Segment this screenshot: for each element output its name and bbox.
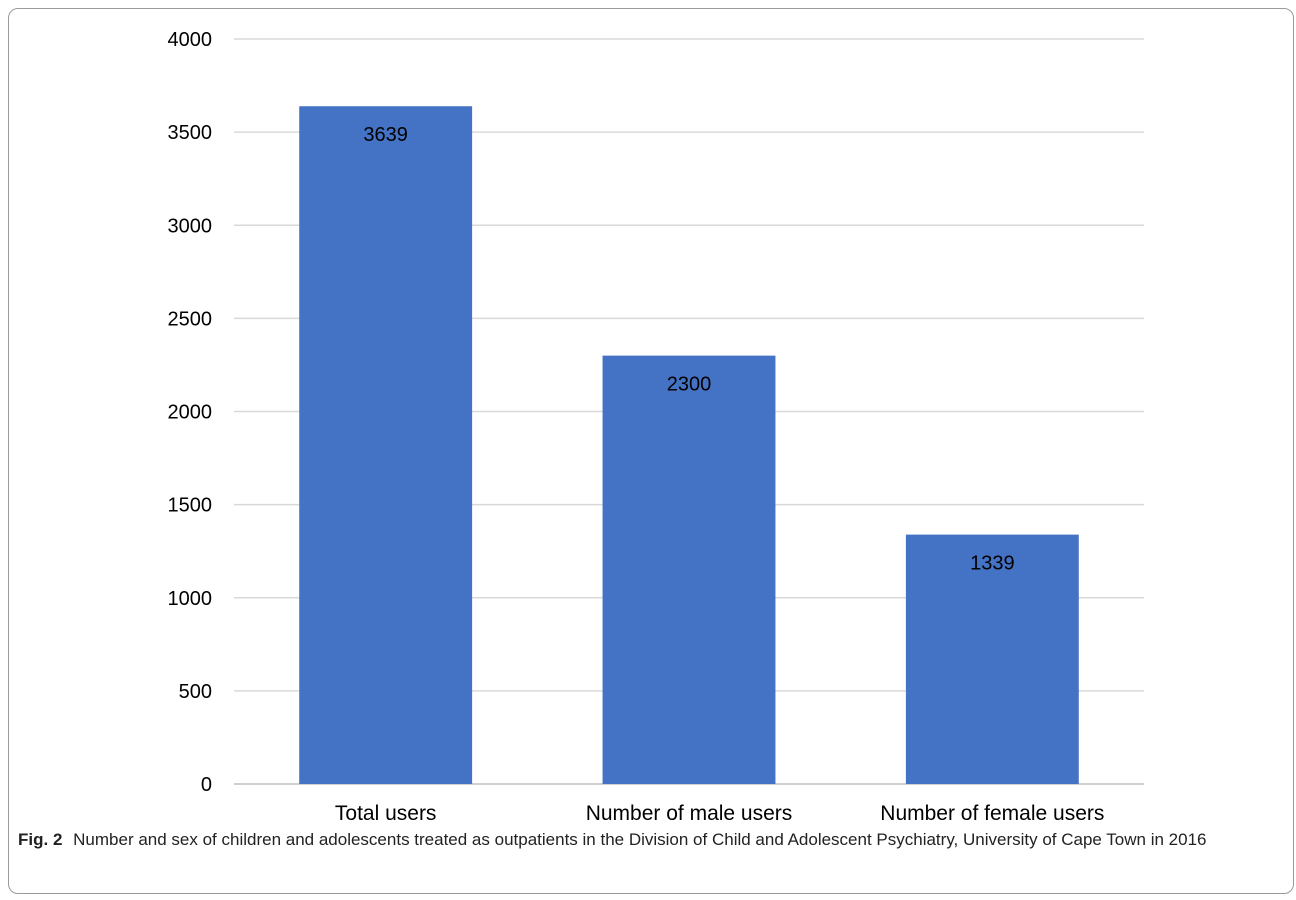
data-labels: 3639 2300 1339 [363,124,1014,574]
figure-caption: Fig. 2 Number and sex of children and ad… [18,828,1268,852]
y-tick-label: 1000 [168,588,213,610]
y-tick-label: 2500 [168,308,213,330]
bar [299,106,473,784]
data-label: 3639 [363,124,408,146]
data-label: 2300 [667,374,712,396]
bar [905,534,1079,784]
x-category-label: Number of female users [880,802,1104,820]
x-axis-labels: Total users Number of male users Number of… [335,802,1104,820]
y-tick-label: 3500 [168,122,213,144]
caption-text: Number and sex of children and adolescen… [73,830,1207,849]
x-category-label: Number of male users [586,802,793,820]
bar [602,355,776,784]
y-tick-label: 3000 [168,215,213,237]
x-category-label: Total users [335,802,437,820]
caption-label: Fig. 2 [18,830,63,849]
bars [299,106,1079,784]
bar-chart: 0 500 1000 1500 2000 2500 3000 3500 4000 Total u… [168,29,1144,820]
y-tick-label: 2000 [168,402,213,424]
data-label: 1339 [970,553,1015,575]
figure-frame [8,8,1294,894]
y-axis-ticks: 0 500 1000 1500 2000 2500 3000 3500 4000 [168,29,213,796]
y-tick-label: 500 [179,681,212,703]
y-tick-label: 0 [201,774,212,796]
y-tick-label: 4000 [168,29,213,51]
y-tick-label: 1500 [168,495,213,517]
